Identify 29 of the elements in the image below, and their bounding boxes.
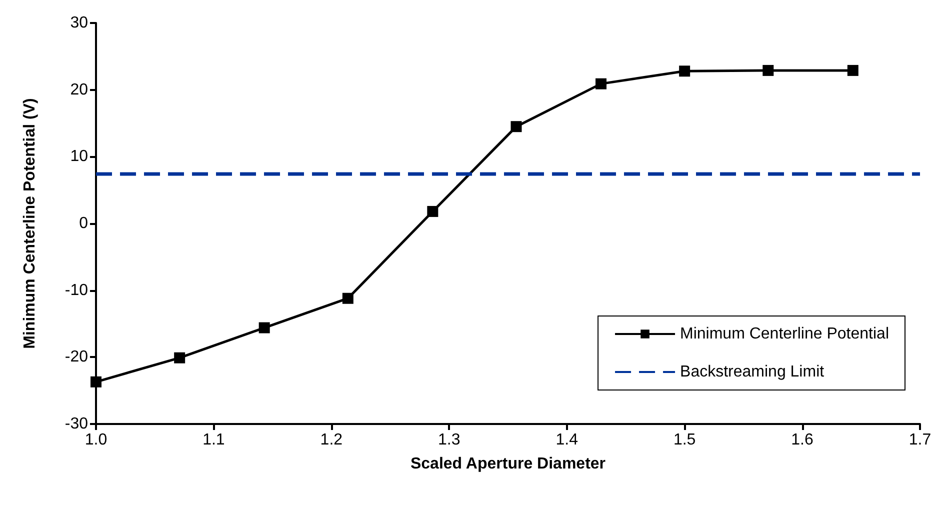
point — [679, 66, 690, 77]
y-tick-label: -10 — [64, 282, 88, 299]
y-tick-label: 0 — [79, 215, 88, 232]
point — [427, 206, 438, 217]
x-tick-label: 1.7 — [908, 432, 932, 448]
legend-label: Backstreaming Limit — [680, 364, 825, 380]
point — [847, 64, 858, 76]
legend-label: Minimum Centerline Potential — [680, 326, 890, 342]
x-tick-label: 1.5 — [673, 432, 696, 448]
point — [342, 292, 354, 304]
x-tick-label: 1.3 — [438, 432, 460, 448]
point — [258, 322, 270, 334]
x-tick-label: 1.6 — [791, 432, 814, 448]
point — [595, 78, 606, 90]
point — [174, 352, 186, 364]
y-tick-label: -20 — [64, 348, 88, 366]
x-tick-label: 1.2 — [320, 432, 343, 448]
y-tick-label: 10 — [70, 148, 88, 166]
x-tick-label: 1.0 — [84, 432, 108, 448]
x-tick-label: 1.4 — [556, 432, 578, 448]
point — [762, 64, 774, 76]
y-tick-label: -30 — [64, 416, 88, 432]
y-tick-label: 20 — [70, 81, 88, 98]
y-axis-title: Minimum Centerline Potential (V) — [22, 98, 38, 349]
point — [90, 376, 102, 388]
x-tick-label: 1.1 — [202, 432, 225, 448]
x-axis-title: Scaled Aperture Diameter — [410, 456, 606, 472]
y-tick-label: 30 — [70, 14, 88, 32]
point — [510, 121, 522, 132]
